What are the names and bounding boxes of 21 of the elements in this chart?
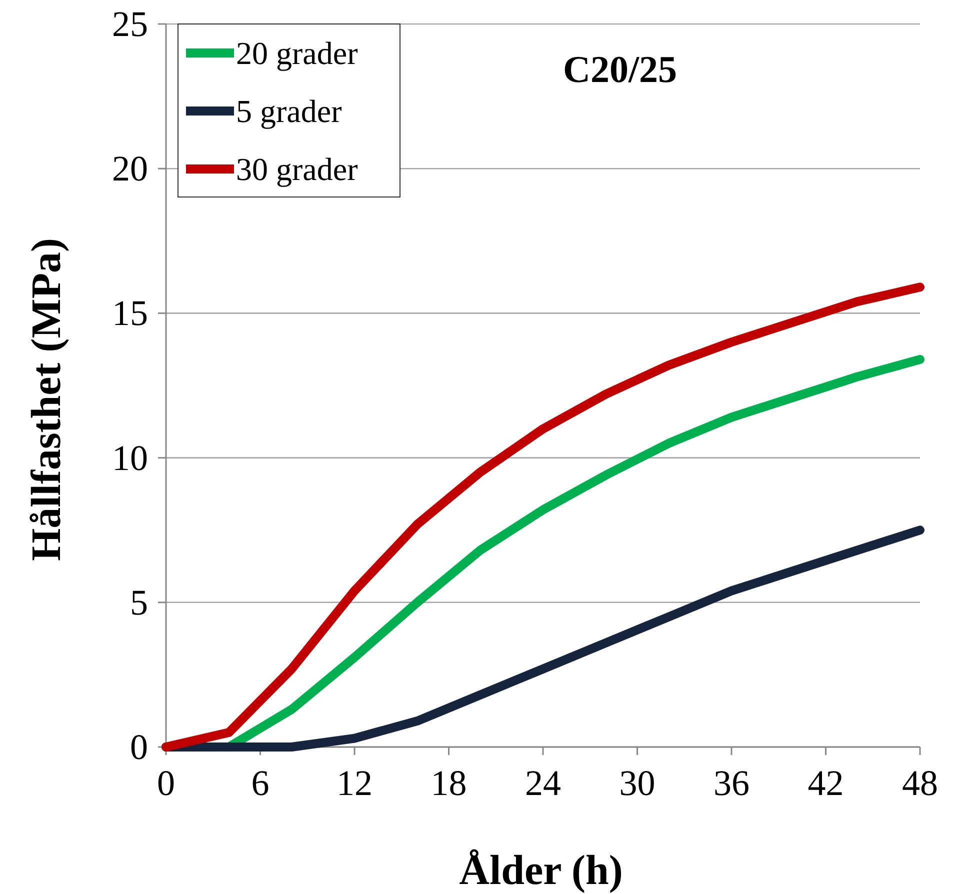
legend-label: 20 grader — [236, 35, 358, 71]
y-tick-label: 0 — [130, 727, 148, 767]
y-tick-label: 25 — [112, 4, 148, 44]
x-tick-label: 30 — [619, 763, 656, 803]
x-tick-label: 12 — [336, 763, 372, 803]
legend-label: 30 grader — [236, 151, 358, 187]
x-tick-label: 42 — [808, 763, 844, 803]
x-tick-label: 0 — [157, 763, 175, 803]
x-tick-label: 6 — [251, 763, 270, 803]
y-axis-title: Hållfasthet (MPa) — [24, 238, 70, 562]
y-tick-label: 20 — [112, 148, 148, 189]
x-tick-label: 18 — [430, 763, 467, 803]
y-tick-label: 10 — [112, 438, 148, 478]
y-tick-label: 5 — [130, 582, 148, 622]
text: C20/25 — [563, 49, 677, 91]
legend-label: 5 grader — [236, 93, 342, 129]
x-tick-label: 48 — [902, 763, 938, 803]
x-tick-label: 24 — [525, 763, 561, 803]
y-tick-label: 15 — [112, 293, 148, 334]
x-tick-label: 36 — [714, 763, 750, 803]
x-axis-title: Ålder (h) — [459, 848, 623, 894]
